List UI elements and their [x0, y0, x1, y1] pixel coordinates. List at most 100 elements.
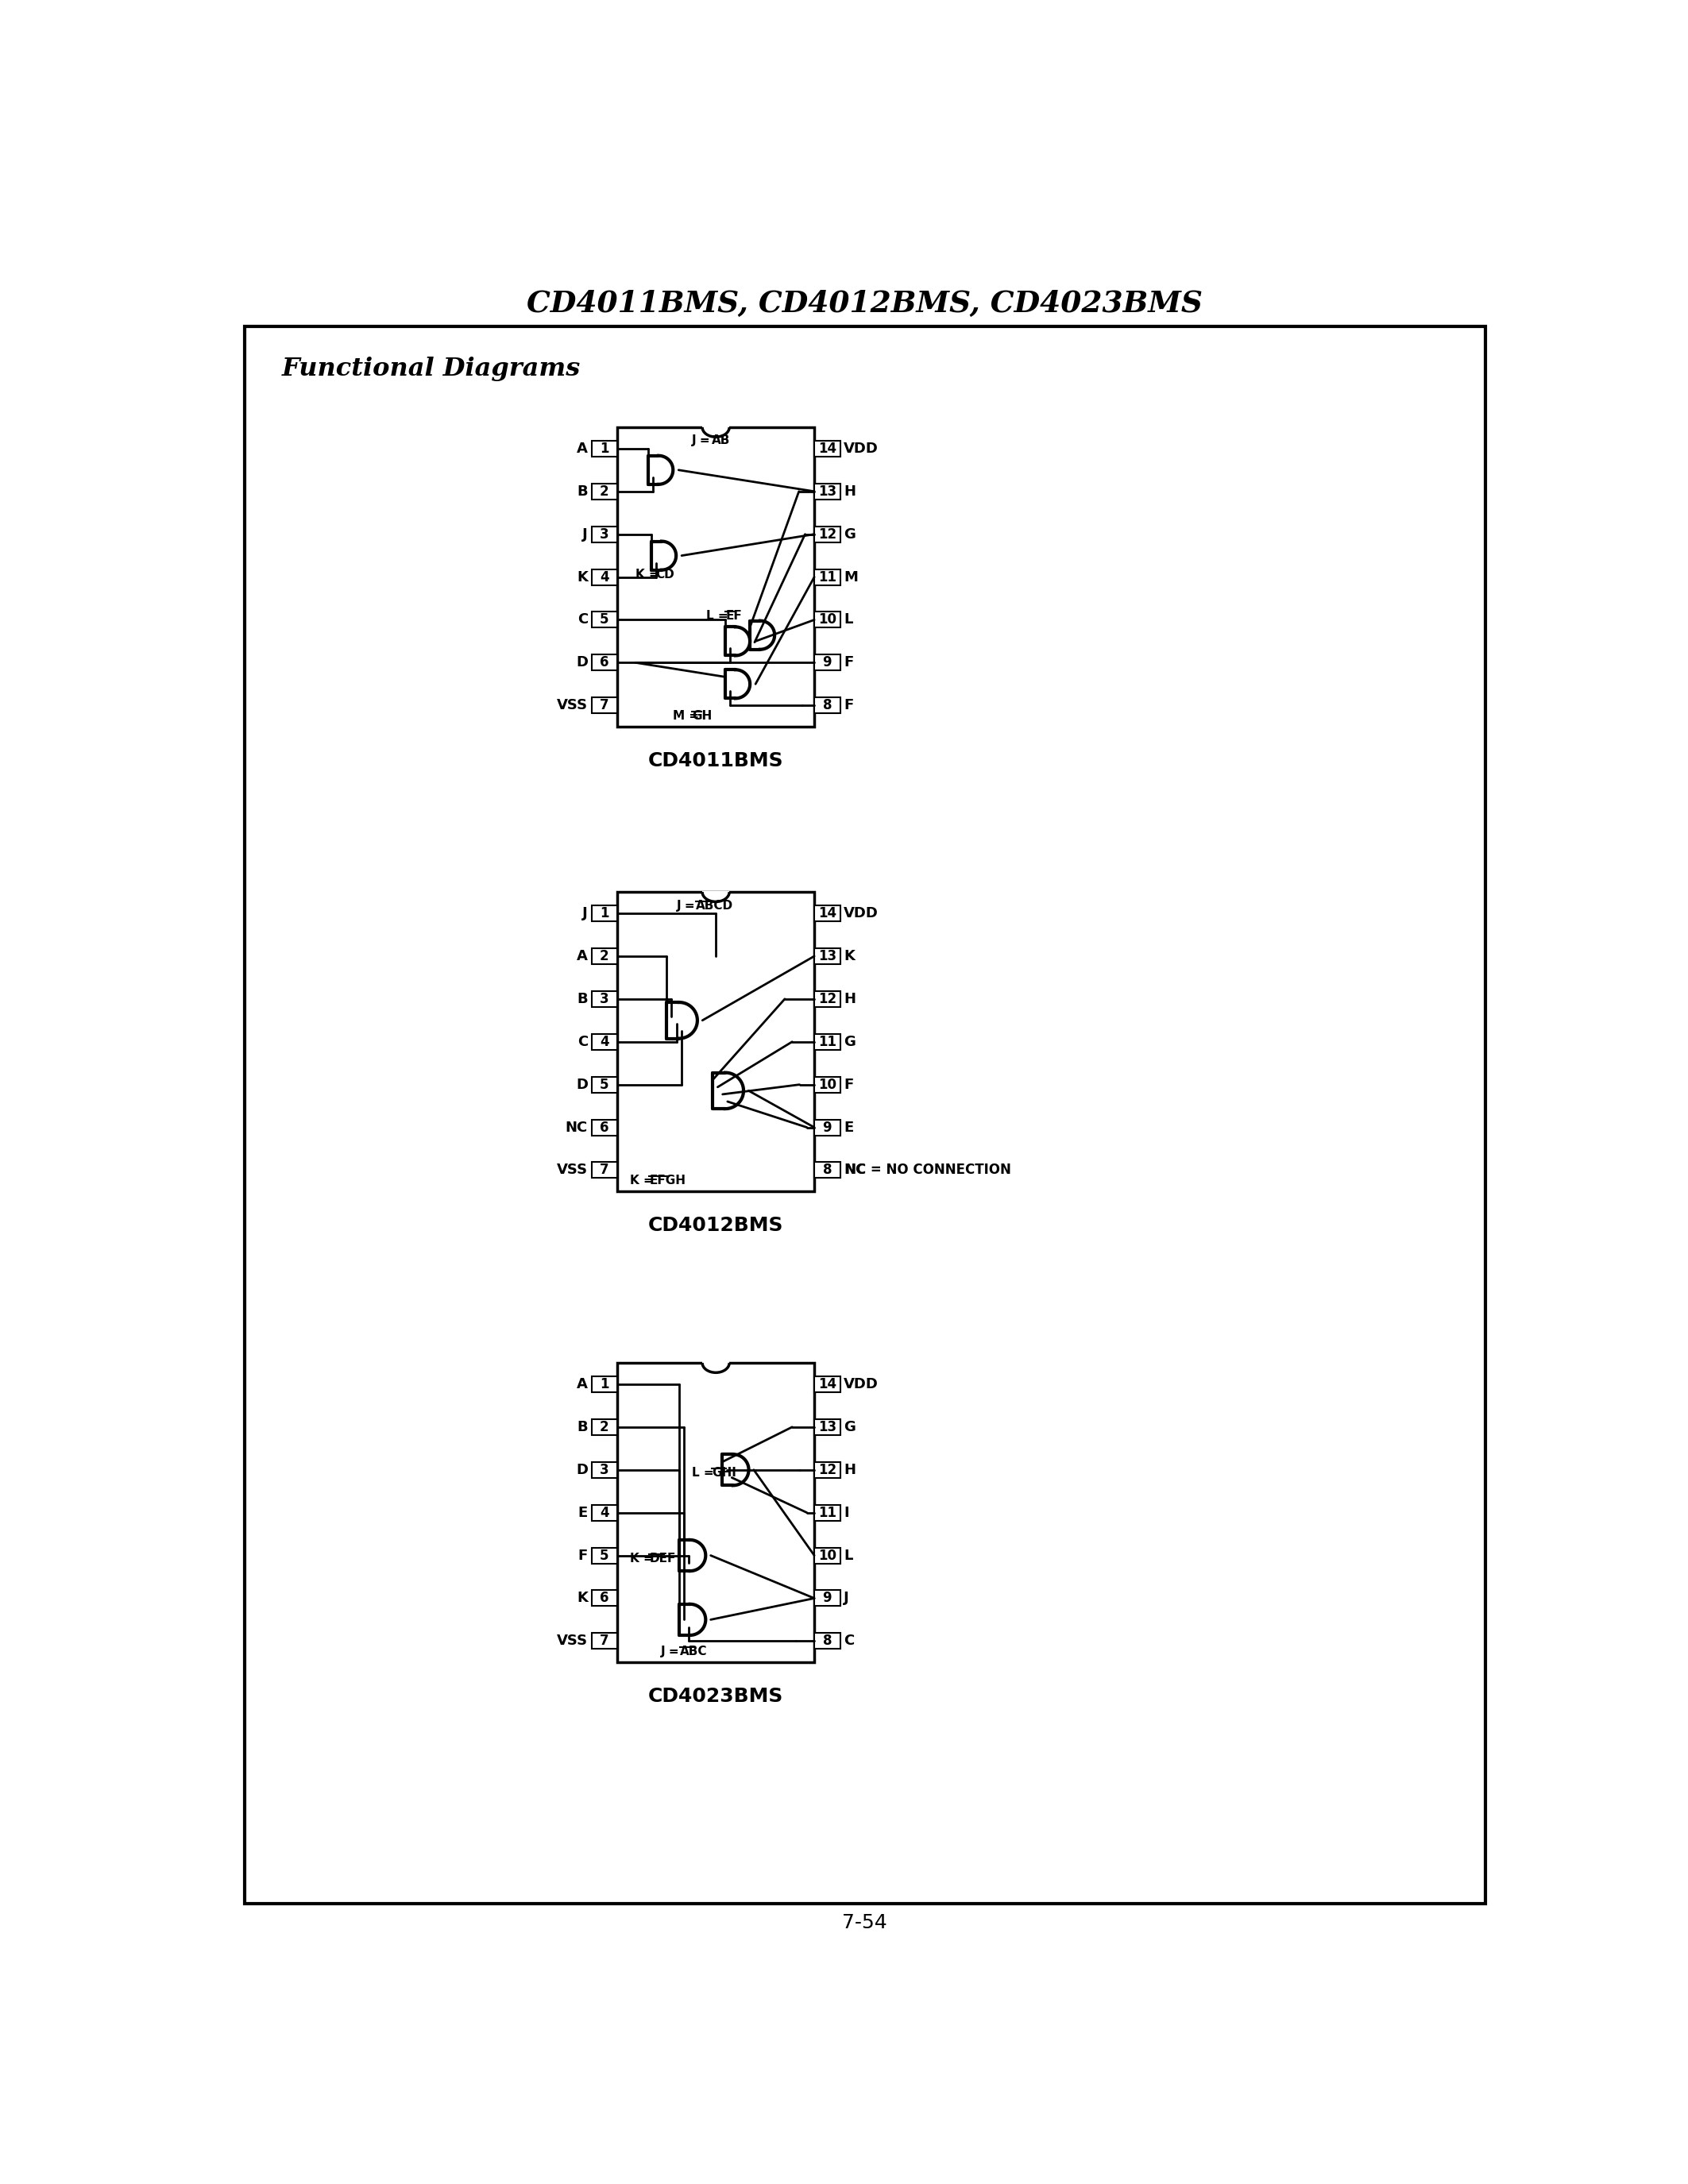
Text: K =: K = — [636, 568, 663, 581]
Text: VDD: VDD — [844, 1378, 879, 1391]
Bar — [591, 1162, 618, 1177]
Bar — [591, 526, 618, 542]
Text: 9: 9 — [822, 655, 832, 670]
Text: 2: 2 — [599, 950, 609, 963]
Bar — [814, 655, 841, 670]
Text: NC = NO CONNECTION: NC = NO CONNECTION — [846, 1164, 1011, 1177]
Bar — [702, 891, 729, 902]
Bar — [814, 1505, 841, 1520]
Text: GH: GH — [692, 710, 712, 721]
Text: C: C — [577, 614, 587, 627]
Text: 1: 1 — [599, 441, 609, 456]
Text: F: F — [844, 699, 854, 712]
Bar — [591, 441, 618, 456]
Text: K: K — [844, 950, 854, 963]
Text: 2: 2 — [599, 1420, 609, 1435]
Bar — [814, 441, 841, 456]
Bar — [814, 1033, 841, 1051]
Bar — [591, 1033, 618, 1051]
Text: F: F — [844, 1077, 854, 1092]
Bar — [814, 483, 841, 500]
Text: D: D — [576, 655, 587, 670]
Text: B: B — [577, 1420, 587, 1435]
Text: CD: CD — [655, 568, 674, 581]
Bar — [702, 1361, 729, 1372]
Bar — [591, 1505, 618, 1520]
Bar — [591, 612, 618, 627]
Text: J: J — [582, 526, 587, 542]
Text: D: D — [576, 1463, 587, 1476]
Text: G: G — [844, 526, 856, 542]
Text: 4: 4 — [599, 1505, 609, 1520]
Text: F: F — [577, 1548, 587, 1562]
Text: 3: 3 — [599, 526, 609, 542]
Bar — [591, 1634, 618, 1649]
Bar — [814, 948, 841, 963]
Text: CD4012BMS: CD4012BMS — [648, 1216, 783, 1234]
Text: 12: 12 — [819, 1463, 837, 1476]
Text: C: C — [577, 1035, 587, 1048]
Text: Functional Diagrams: Functional Diagrams — [282, 356, 581, 382]
Text: 10: 10 — [819, 1077, 836, 1092]
Text: EFGH: EFGH — [650, 1175, 685, 1186]
Text: L =: L = — [692, 1468, 719, 1479]
Bar — [814, 1420, 841, 1435]
Text: CD4011BMS, CD4012BMS, CD4023BMS: CD4011BMS, CD4012BMS, CD4023BMS — [527, 288, 1204, 319]
Text: 6: 6 — [599, 1592, 609, 1605]
Text: 3: 3 — [599, 1463, 609, 1476]
Bar — [814, 526, 841, 542]
Bar — [618, 1363, 814, 1662]
Text: 11: 11 — [819, 1035, 836, 1048]
Bar — [591, 697, 618, 714]
Text: 7: 7 — [599, 1164, 609, 1177]
Text: 1: 1 — [599, 906, 609, 919]
Text: D: D — [576, 1077, 587, 1092]
Text: 13: 13 — [819, 485, 837, 498]
Text: F: F — [844, 655, 854, 670]
Bar — [591, 1590, 618, 1605]
Text: VSS: VSS — [557, 1164, 587, 1177]
Text: DEF: DEF — [650, 1553, 675, 1564]
Text: 9: 9 — [822, 1120, 832, 1133]
Text: K =: K = — [630, 1175, 657, 1186]
Text: ABC: ABC — [680, 1645, 707, 1658]
Text: 13: 13 — [819, 950, 837, 963]
Text: 10: 10 — [819, 614, 836, 627]
Text: 7-54: 7-54 — [842, 1913, 888, 1933]
Text: 11: 11 — [819, 570, 836, 583]
Text: 4: 4 — [599, 570, 609, 583]
Text: J =: J = — [692, 435, 716, 446]
Text: G: G — [844, 1035, 856, 1048]
Text: A: A — [577, 1378, 587, 1391]
Text: AB: AB — [712, 435, 731, 446]
Bar — [814, 992, 841, 1007]
Text: L: L — [844, 614, 852, 627]
Bar — [618, 891, 814, 1192]
Text: I: I — [844, 1505, 849, 1520]
Text: 9: 9 — [822, 1592, 832, 1605]
Bar — [591, 483, 618, 500]
Text: CD4023BMS: CD4023BMS — [648, 1686, 783, 1706]
Text: 7: 7 — [599, 1634, 609, 1649]
Bar — [814, 1634, 841, 1649]
Bar — [814, 906, 841, 922]
Text: VDD: VDD — [844, 906, 879, 919]
Bar — [591, 655, 618, 670]
Text: 1: 1 — [599, 1378, 609, 1391]
Text: A: A — [577, 441, 587, 456]
Bar — [814, 1376, 841, 1391]
Text: E: E — [577, 1505, 587, 1520]
Text: H: H — [844, 992, 856, 1007]
Text: B: B — [577, 485, 587, 498]
Bar — [591, 570, 618, 585]
Text: J: J — [844, 1592, 849, 1605]
Text: K: K — [577, 1592, 587, 1605]
Text: L =: L = — [706, 609, 733, 622]
Text: CD4011BMS: CD4011BMS — [648, 751, 783, 771]
Text: K =: K = — [630, 1553, 657, 1564]
Text: VSS: VSS — [557, 699, 587, 712]
Text: ABCD: ABCD — [695, 900, 733, 911]
Text: J: J — [582, 906, 587, 919]
Text: M =: M = — [672, 710, 702, 721]
Bar — [591, 1548, 618, 1564]
